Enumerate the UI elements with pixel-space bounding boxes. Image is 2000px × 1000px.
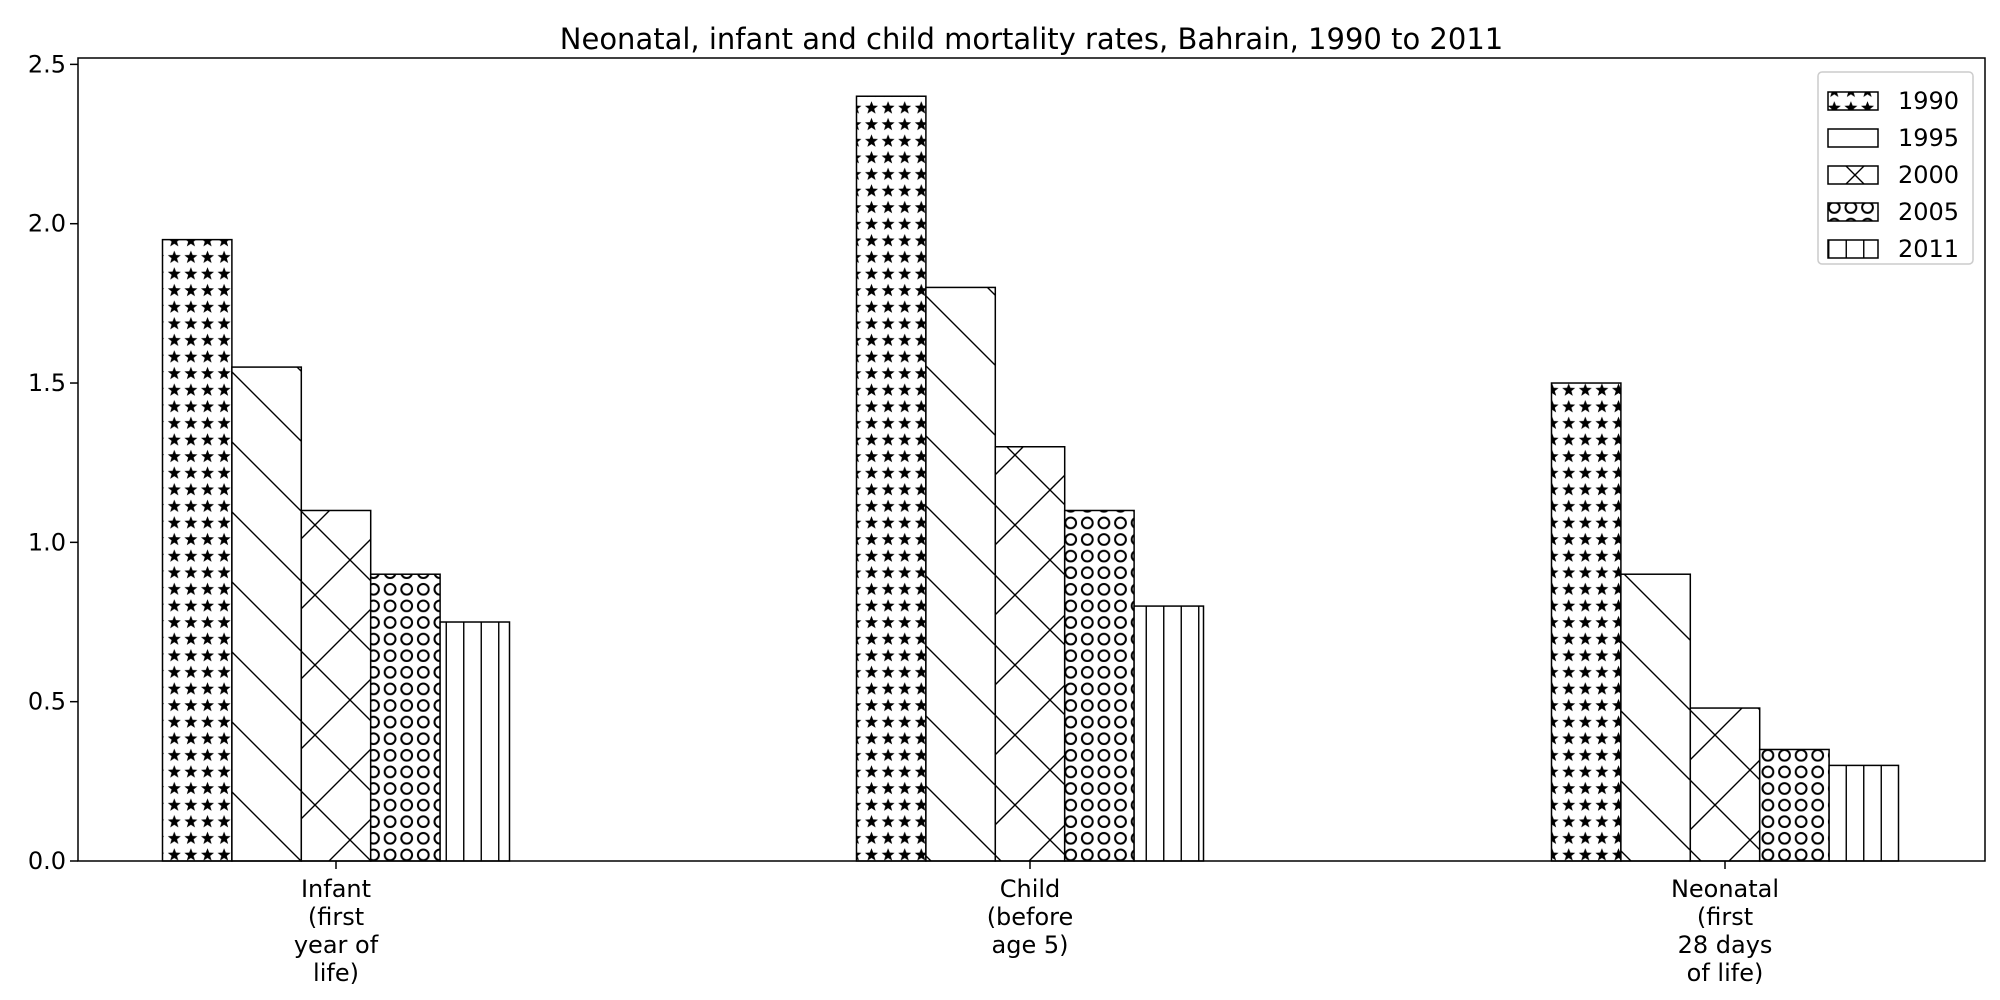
x-tick-label: of life)	[1687, 959, 1764, 987]
legend-label-2005: 2005	[1898, 198, 1959, 226]
bar-2005-1	[1063, 509, 1135, 862]
x-tick-label: age 5)	[992, 931, 1069, 959]
legend-label-2000: 2000	[1898, 161, 1959, 189]
bar-2011-1	[1133, 605, 1205, 862]
bar-2000-2	[1689, 707, 1761, 862]
bar-1995-1	[925, 286, 997, 862]
y-tick-label: 1.0	[28, 528, 66, 556]
legend-swatch-2000	[1827, 165, 1879, 185]
legend-label-1990: 1990	[1898, 87, 1959, 115]
bar-1995-0	[231, 366, 303, 862]
bar-1990-1	[855, 95, 927, 862]
y-tick-label: 2.5	[28, 50, 66, 78]
x-tick-label: Child	[1000, 875, 1061, 903]
legend-swatch-2005	[1827, 202, 1879, 222]
x-tick-label: (first	[308, 903, 364, 931]
bar-1990-0	[161, 238, 233, 862]
legend-swatch-1990	[1827, 91, 1879, 111]
chart-title: Neonatal, infant and child mortality rat…	[560, 22, 1503, 56]
bar-2005-2	[1758, 748, 1830, 862]
bar-1995-2	[1620, 573, 1692, 862]
x-tick-label: Neonatal	[1671, 875, 1779, 903]
x-tick-label: year of	[294, 931, 379, 959]
bar-1990-2	[1550, 382, 1622, 862]
legend-swatch-2011	[1827, 239, 1879, 259]
y-tick-label: 1.5	[28, 369, 66, 397]
bar-2011-0	[439, 621, 511, 862]
x-tick-label: 28 days	[1678, 931, 1773, 959]
legend-label-1995: 1995	[1898, 124, 1959, 152]
legend-swatch-1995	[1827, 128, 1879, 148]
x-tick-label: (first	[1697, 903, 1753, 931]
x-tick-label: Infant	[301, 875, 371, 903]
y-tick-label: 0.5	[28, 688, 66, 716]
legend-label-2011: 2011	[1898, 235, 1959, 263]
bar-2000-0	[300, 509, 372, 862]
y-tick-label: 2.0	[28, 210, 66, 238]
x-tick-label: (before	[987, 903, 1074, 931]
bar-2000-1	[994, 446, 1066, 862]
plot-frame	[77, 57, 1986, 862]
bar-2011-2	[1828, 764, 1900, 862]
x-tick-label: life)	[313, 959, 359, 987]
bar-2005-0	[369, 573, 441, 862]
y-tick-label: 0.0	[28, 847, 66, 875]
